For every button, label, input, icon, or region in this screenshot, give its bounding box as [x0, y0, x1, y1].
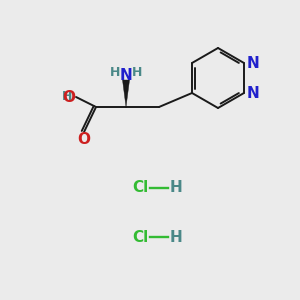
Text: N: N	[247, 56, 260, 70]
Polygon shape	[122, 80, 130, 107]
Text: N: N	[247, 85, 260, 100]
Text: Cl: Cl	[132, 230, 148, 244]
Text: H: H	[169, 181, 182, 196]
Text: N: N	[120, 68, 132, 82]
Text: O: O	[62, 91, 75, 106]
Text: H: H	[110, 65, 120, 79]
Text: O: O	[77, 131, 91, 146]
Text: H: H	[169, 230, 182, 244]
Text: Cl: Cl	[132, 181, 148, 196]
Text: H: H	[62, 91, 72, 103]
Text: H: H	[132, 65, 142, 79]
